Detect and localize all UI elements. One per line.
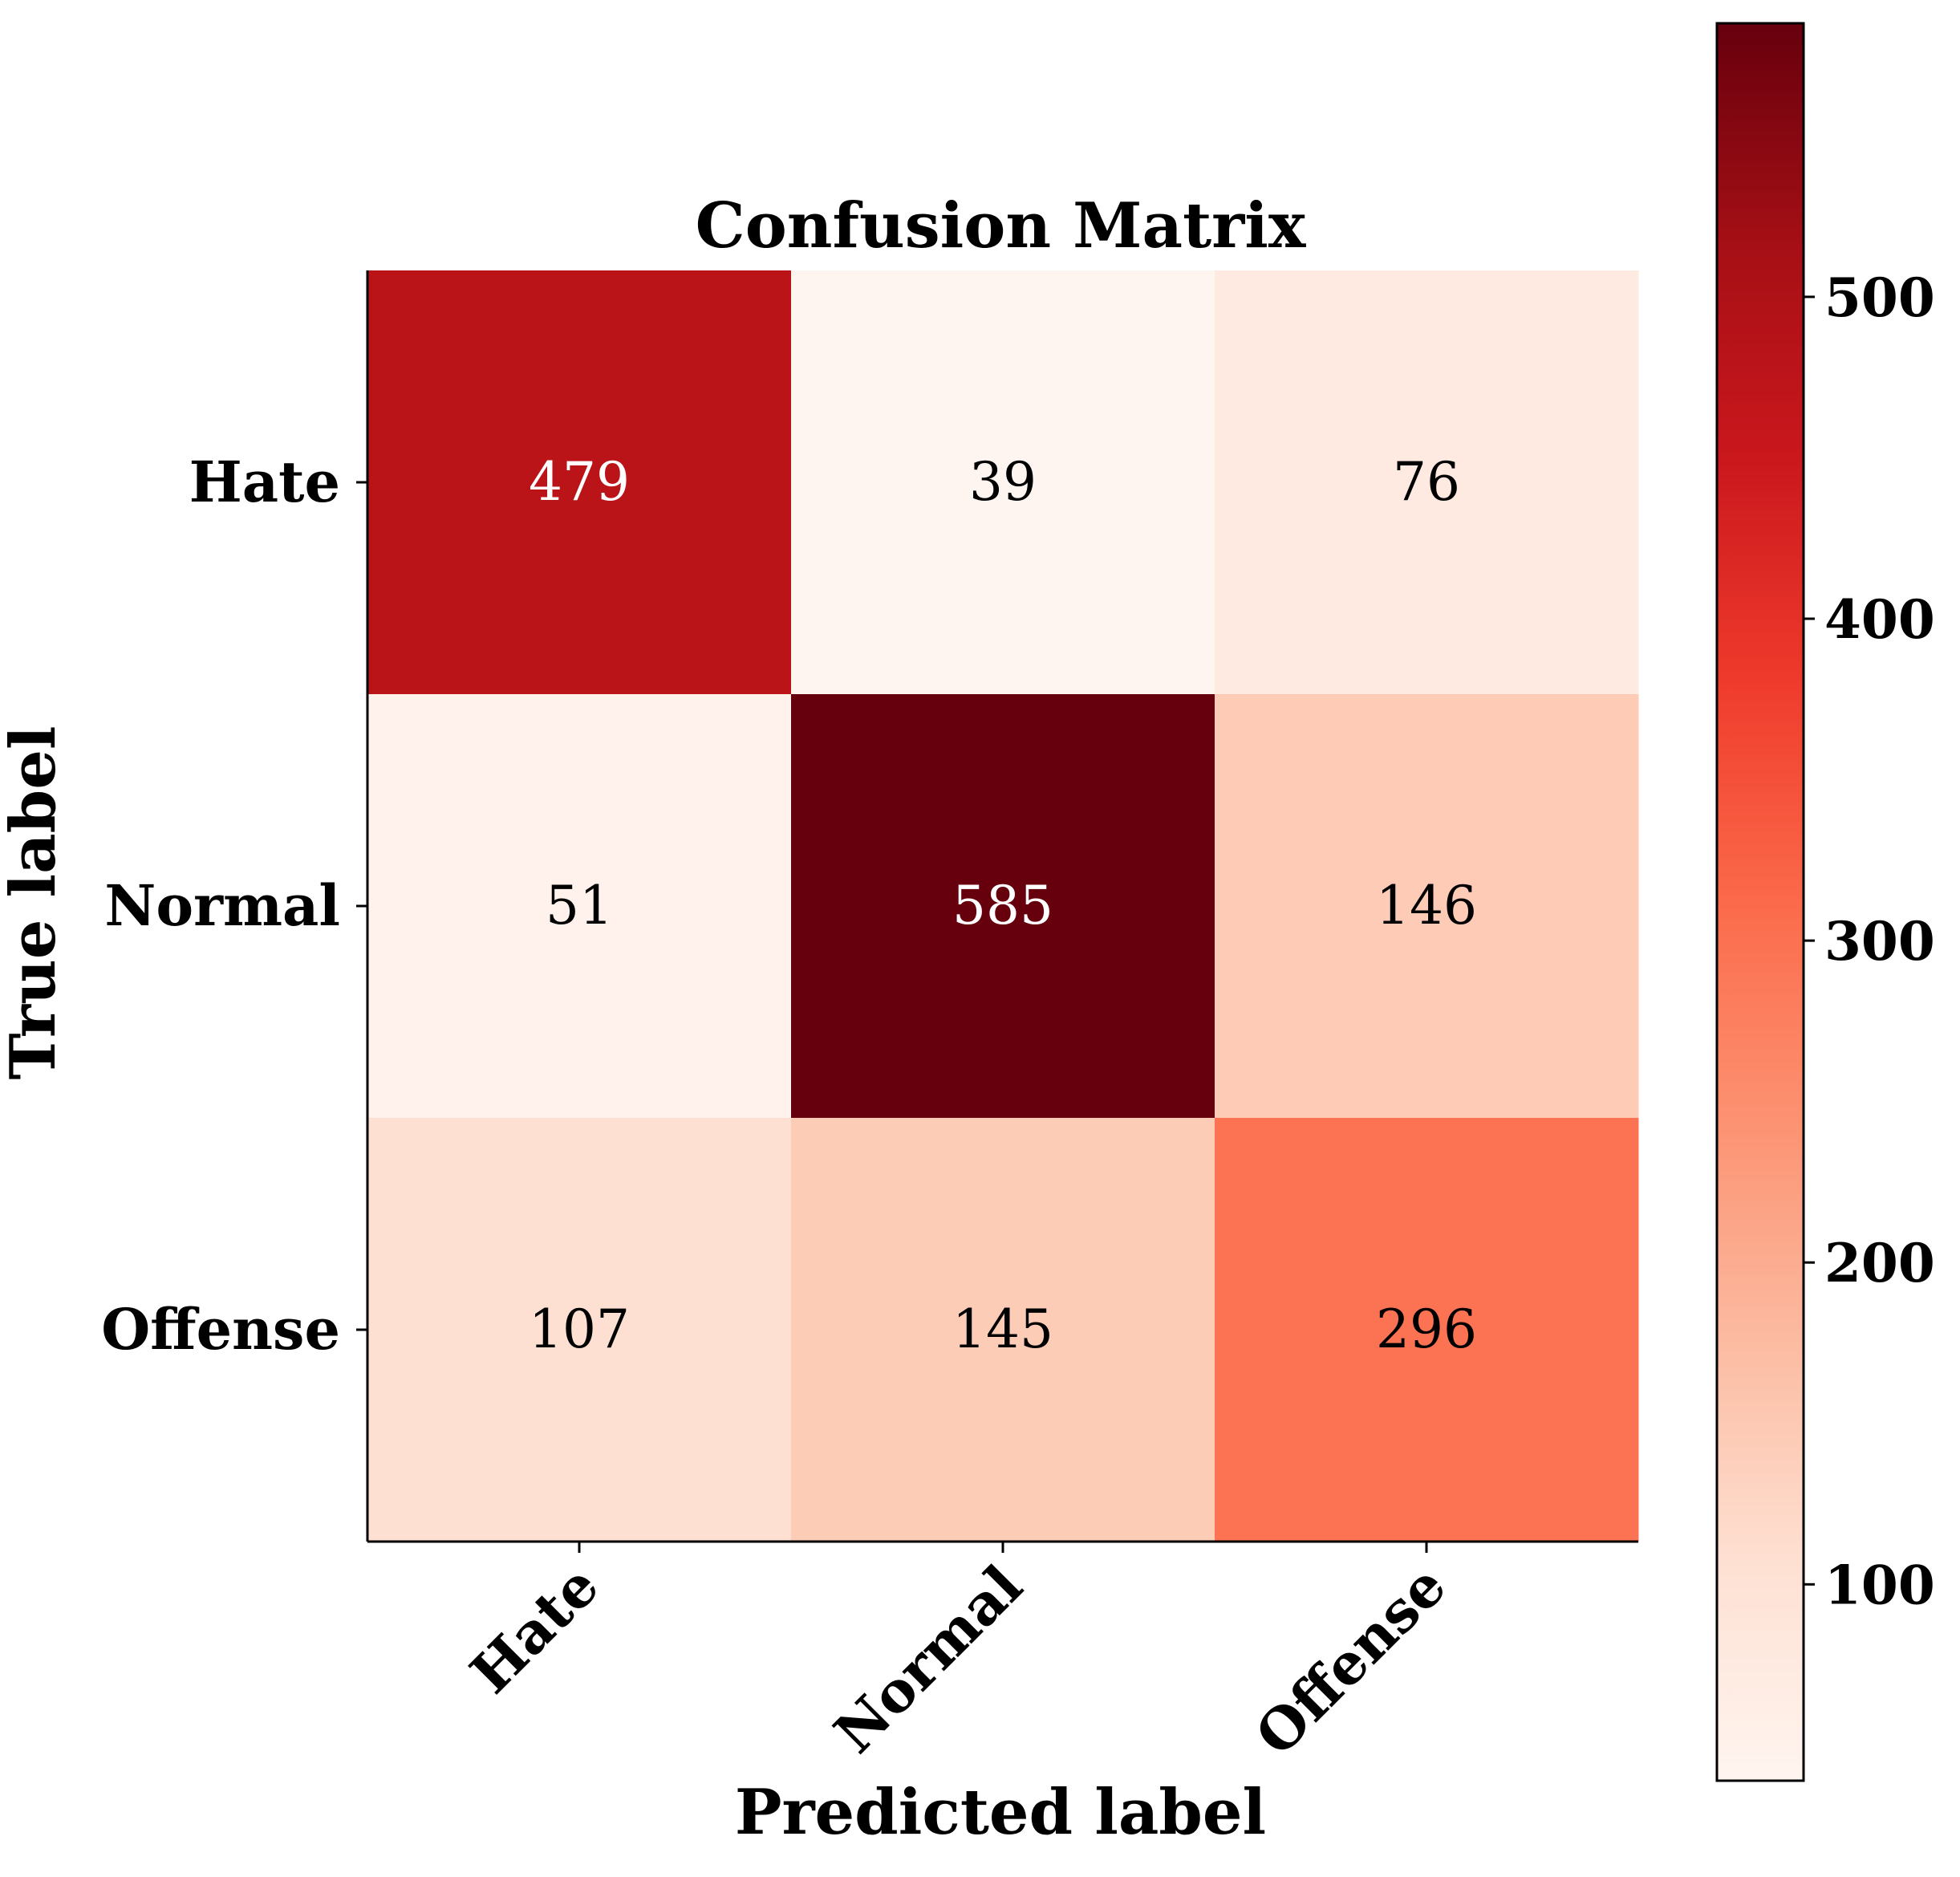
y-tick-label: Normal [104,872,340,939]
cell-value-label: 145 [952,1298,1053,1360]
colorbar-tick-label: 300 [1824,910,1935,973]
colorbar-tick-label: 500 [1824,266,1935,329]
cell-value-label: 146 [1376,875,1477,936]
heatmap-cell [1215,270,1639,695]
heatmap-cell [791,1118,1215,1542]
colorbar-tick-label: 400 [1824,588,1935,651]
colorbar-tick-label: 200 [1824,1232,1935,1294]
cell-value-label: 51 [546,875,613,936]
colorbar: 100 200 300 400 500 [1715,22,1935,1782]
y-tick-label: Offense [101,1296,340,1363]
x-axis-ticks: Hate Normal Offense [457,1542,1459,1769]
x-tick-label: Hate [457,1552,611,1706]
heatmap-cells: 479 39 76 51 585 146 107 145 296 [367,270,1639,1542]
heatmap-cell [791,270,1215,695]
heatmap-cell [1215,1118,1639,1542]
heatmap-cell [367,1118,792,1542]
cell-value-label: 107 [529,1298,630,1360]
x-tick-label: Normal [822,1552,1035,1765]
colorbar-frame [1715,22,1805,1782]
chart-title: Confusion Matrix [696,189,1307,262]
cell-value-label: 479 [529,451,630,513]
y-axis-ticks: Hate Normal Offense [101,449,367,1363]
y-tick-label: Hate [189,449,340,515]
heatmap-cell [791,694,1215,1119]
cell-value-label: 39 [969,451,1037,513]
heatmap-cell [367,694,792,1119]
colorbar-tick-label: 100 [1824,1554,1935,1616]
cell-value-label: 76 [1393,451,1460,513]
x-axis-label: Predicted label [735,1776,1266,1849]
cell-value-label: 296 [1376,1298,1477,1360]
colorbar-gradient [1717,23,1804,1781]
x-tick-label: Offense [1243,1552,1459,1768]
cell-value-label: 585 [952,875,1053,936]
y-axis-label: True label [0,726,70,1080]
heatmap-cell [1215,694,1639,1119]
heatmap-cell [367,270,792,695]
